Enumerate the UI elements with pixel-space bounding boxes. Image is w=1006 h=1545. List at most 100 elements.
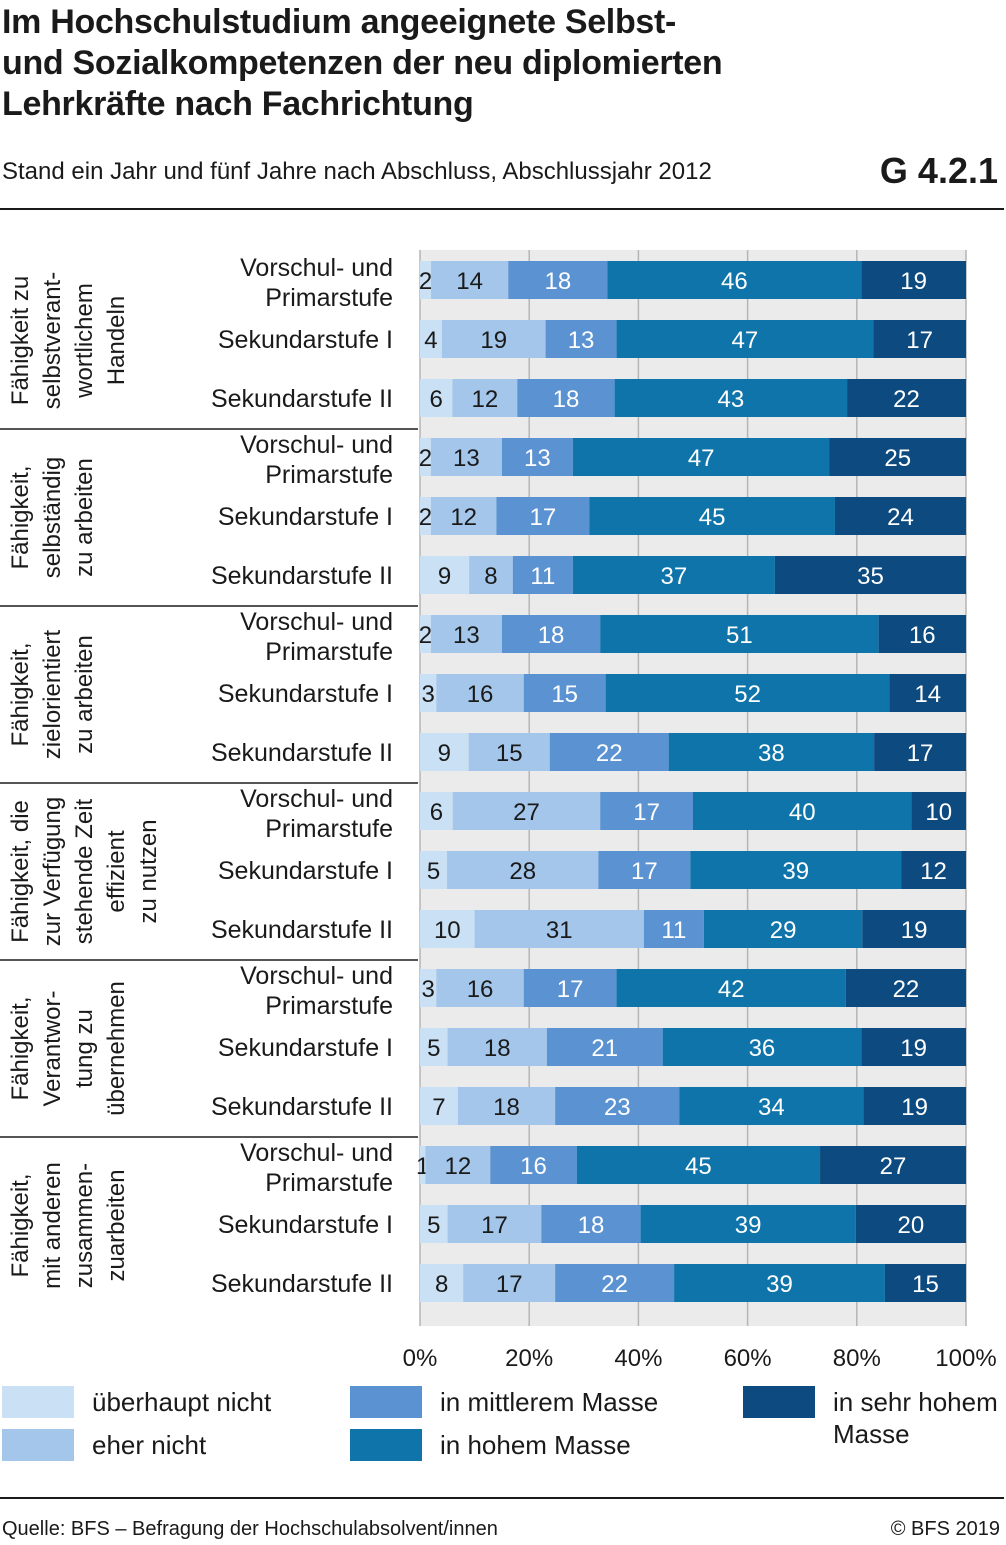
group-label: Fähigkeit, [7,996,34,1100]
bar-value-label: 17 [481,1212,508,1239]
bar-segment [496,497,590,535]
bar-segment [863,1087,966,1125]
bar-value-label: 51 [726,622,753,649]
legend-item: in mittlerem Masse [350,1386,658,1418]
bar-segment [420,1205,448,1243]
bar-segment [430,615,502,653]
bar-value-label: 27 [880,1153,907,1180]
bar-value-label: 15 [551,681,578,708]
row-label: Sekundarstufe II [211,916,393,944]
bar-value-label: 19 [480,327,507,354]
bar-segment [420,379,453,417]
bar-value-label: 17 [496,1271,523,1298]
group-label: tung zu [71,1009,98,1088]
row-label: Vorschul- und [240,608,393,636]
group-label: Fähigkeit, [7,642,34,746]
bar-value-label: 31 [546,917,573,944]
x-tick-label: 100% [935,1345,996,1370]
bar-segment [774,556,966,594]
bar-segment [668,733,875,771]
bar-value-label: 5 [427,858,440,885]
bar-value-label: 13 [524,445,551,472]
header-rule [0,208,1004,210]
bar-value-label: 3 [422,976,435,1003]
legend-swatch [2,1429,74,1461]
bar-value-label: 24 [887,504,914,531]
bar-value-label: 20 [897,1212,924,1239]
bar-segment [469,556,513,594]
bar-value-label: 17 [557,976,584,1003]
legend-swatch [350,1429,422,1461]
group-label: selbstverant- [39,272,66,409]
bar-segment [501,438,573,476]
legend-label: in hohem Masse [440,1430,631,1460]
legend-item: in sehr hohem Masse [743,1386,1006,1450]
bar-segment [874,733,966,771]
row-label: Vorschul- und [240,1139,393,1167]
bar-value-label: 19 [900,268,927,295]
bar-segment [662,1028,862,1066]
chart-title-line: und Sozialkompetenzen der neu diplomiert… [2,44,723,82]
bar-value-label: 9 [438,740,451,767]
bar-segment [508,261,608,299]
bar-value-label: 17 [907,740,934,767]
x-tick-label: 60% [724,1345,772,1370]
source-note: Quelle: BFS – Befragung der Hochschulabs… [2,1518,498,1540]
group-label: mit anderen [39,1162,66,1289]
bar-segment [873,320,966,358]
bar-segment [512,556,573,594]
bar-segment [616,969,846,1007]
bar-segment [589,497,835,535]
bar-segment [901,851,966,889]
bar-value-label: 18 [545,268,572,295]
bar-value-label: 22 [596,740,623,767]
bar-value-label: 17 [631,858,658,885]
bar-value-label: 16 [467,976,494,1003]
copyright-note: © BFS 2019 [890,1518,1000,1540]
bar-value-label: 40 [789,799,816,826]
bar-segment [546,1028,663,1066]
bar-segment [468,733,550,771]
bar-value-label: 5 [427,1035,440,1062]
bar-value-label: 42 [718,976,745,1003]
row-label: Sekundarstufe I [218,857,393,885]
bar-value-label: 8 [435,1271,448,1298]
bar-segment [474,910,644,948]
bar-value-label: 12 [450,504,477,531]
legend-item: überhaupt nicht [2,1386,271,1418]
bar-segment [679,1087,864,1125]
bar-value-label: 17 [529,504,556,531]
legend-label: in mittlerem Masse [440,1387,659,1417]
bar-value-label: 2 [419,445,432,472]
bar-value-label: 52 [734,681,761,708]
bar-value-label: 8 [484,563,497,590]
bar-segment [855,1205,966,1243]
bar-value-label: 16 [909,622,936,649]
legend-swatch [743,1386,815,1418]
bar-value-label: 45 [699,504,726,531]
bar-value-label: 22 [893,976,920,1003]
bar-value-label: 15 [496,740,523,767]
row-label: Sekundarstufe I [218,680,393,708]
row-label: Sekundarstufe II [211,739,393,767]
bar-value-label: 19 [901,1094,928,1121]
bar-value-label: 19 [900,1035,927,1062]
bar-segment [607,261,862,299]
bar-segment [430,497,497,535]
row-label: Primarstufe [265,815,393,843]
bar-segment [878,615,966,653]
bar-segment [501,615,601,653]
bar-value-label: 9 [438,563,451,590]
bar-segment [884,1264,966,1302]
bar-segment [523,969,617,1007]
legend-swatch [2,1386,74,1418]
bar-value-label: 17 [906,327,933,354]
x-tick-label: 80% [833,1345,881,1370]
bar-segment [541,1205,641,1243]
bar-value-label: 18 [553,386,580,413]
group-label: zur Verfügung [39,797,66,946]
bar-value-label: 39 [735,1212,762,1239]
bar-value-label: 10 [925,799,952,826]
bar-segment [555,1087,680,1125]
bar-segment [447,1028,547,1066]
